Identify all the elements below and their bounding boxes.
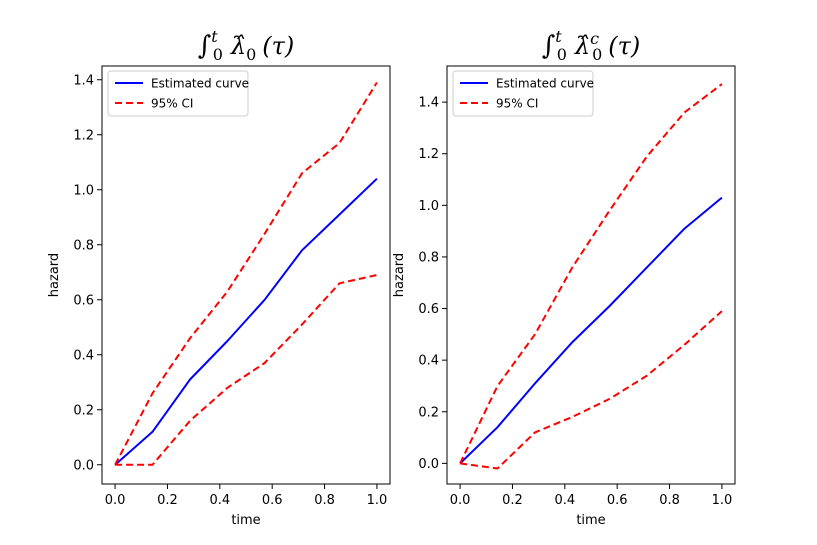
right-title-upper-limit: t [555, 27, 562, 46]
left-y-tick-label: 0.6 [73, 293, 94, 308]
left-x-tick-label: 0.4 [209, 493, 230, 508]
right-estimated-curve-line [459, 196, 723, 465]
left-title-argument: (τ) [262, 32, 294, 60]
right-y-tick-label: 0.2 [418, 405, 439, 420]
left-x-tick-label: 0.2 [157, 493, 178, 508]
right-y-tick-label: 1.0 [418, 199, 439, 214]
subplot-left: 0.0 0.2 0.4 0.6 0.8 1.0 0.0 0.2 0.4 0.6 0.8 1.0 1.2 1… [47, 27, 391, 528]
left-chart-title: ∫t 0 λ̂0 (τ) [198, 27, 295, 64]
left-y-tick-label: 1.4 [73, 73, 94, 88]
left-y-tick-label: 1.2 [73, 128, 94, 143]
right-y-tick-label: 0.4 [418, 354, 439, 369]
right-x-tick-label: 0.2 [502, 493, 523, 508]
left-x-tick-label: 0.8 [314, 493, 335, 508]
left-y-tick-label: 0.8 [73, 238, 94, 253]
left-x-tick-label: 0.0 [105, 493, 126, 508]
right-x-tick-label: 0.0 [450, 493, 471, 508]
right-y-tick-label: 0.6 [418, 302, 439, 317]
left-y-axis-label: hazard [47, 253, 62, 297]
left-title-subscript: 0 [246, 45, 256, 64]
left-title-lower-limit: 0 [213, 45, 223, 64]
right-legend-ci-label: 95% CI [496, 97, 538, 111]
left-title-upper-limit: t [211, 27, 218, 46]
left-y-tick-label: 0.4 [73, 348, 94, 363]
left-x-tick-label: 0.6 [262, 493, 283, 508]
right-title-subscript: 0 [592, 45, 602, 64]
left-title-integral: ∫ [198, 31, 212, 61]
left-legend-ci-label: 95% CI [151, 97, 193, 111]
right-title-argument: (τ) [608, 32, 640, 60]
right-title-superscript: c [590, 29, 599, 48]
right-x-tick-label: 0.8 [659, 493, 680, 508]
left-y-tick-label: 1.0 [73, 183, 94, 198]
left-x-axis-label: time [231, 513, 260, 528]
right-title-lower-limit: 0 [557, 45, 567, 64]
right-y-tick-label: 1.2 [418, 147, 439, 162]
right-title-integral: ∫ [542, 31, 556, 61]
right-x-axis-label: time [576, 513, 605, 528]
right-y-axis-label: hazard [392, 253, 407, 297]
right-y-tick-label: 0.8 [418, 250, 439, 265]
right-ci-lower-line [459, 310, 723, 470]
right-legend-estimated-label: Estimated curve [496, 77, 594, 91]
right-x-tick-label: 0.4 [554, 493, 575, 508]
left-y-tick-label: 0.0 [73, 458, 94, 473]
left-legend-estimated-label: Estimated curve [151, 77, 249, 91]
left-ci-upper-line [114, 81, 378, 466]
right-ci-upper-line [459, 83, 723, 464]
left-ci-lower-line [115, 274, 378, 466]
right-title-lambda: λ̂ [574, 32, 590, 60]
right-x-tick-label: 0.6 [607, 493, 628, 508]
subplot-right: 0.0 0.2 0.4 0.6 0.8 1.0 0.0 0.2 0.4 0.6 0.8 1.0 1.2 1… [392, 27, 736, 528]
left-title-lambda: λ̂ [230, 32, 246, 60]
right-x-tick-label: 1.0 [712, 493, 733, 508]
right-chart-title: ∫t 0 λ̂c 0 (τ) [542, 27, 641, 64]
left-y-tick-label: 0.2 [73, 403, 94, 418]
right-y-tick-label: 0.0 [418, 457, 439, 472]
left-estimated-curve-line [114, 177, 378, 466]
right-y-tick-label: 1.4 [418, 96, 439, 111]
left-axes-frame [101, 65, 391, 485]
right-axes-frame [446, 65, 736, 485]
left-x-tick-label: 1.0 [367, 493, 388, 508]
